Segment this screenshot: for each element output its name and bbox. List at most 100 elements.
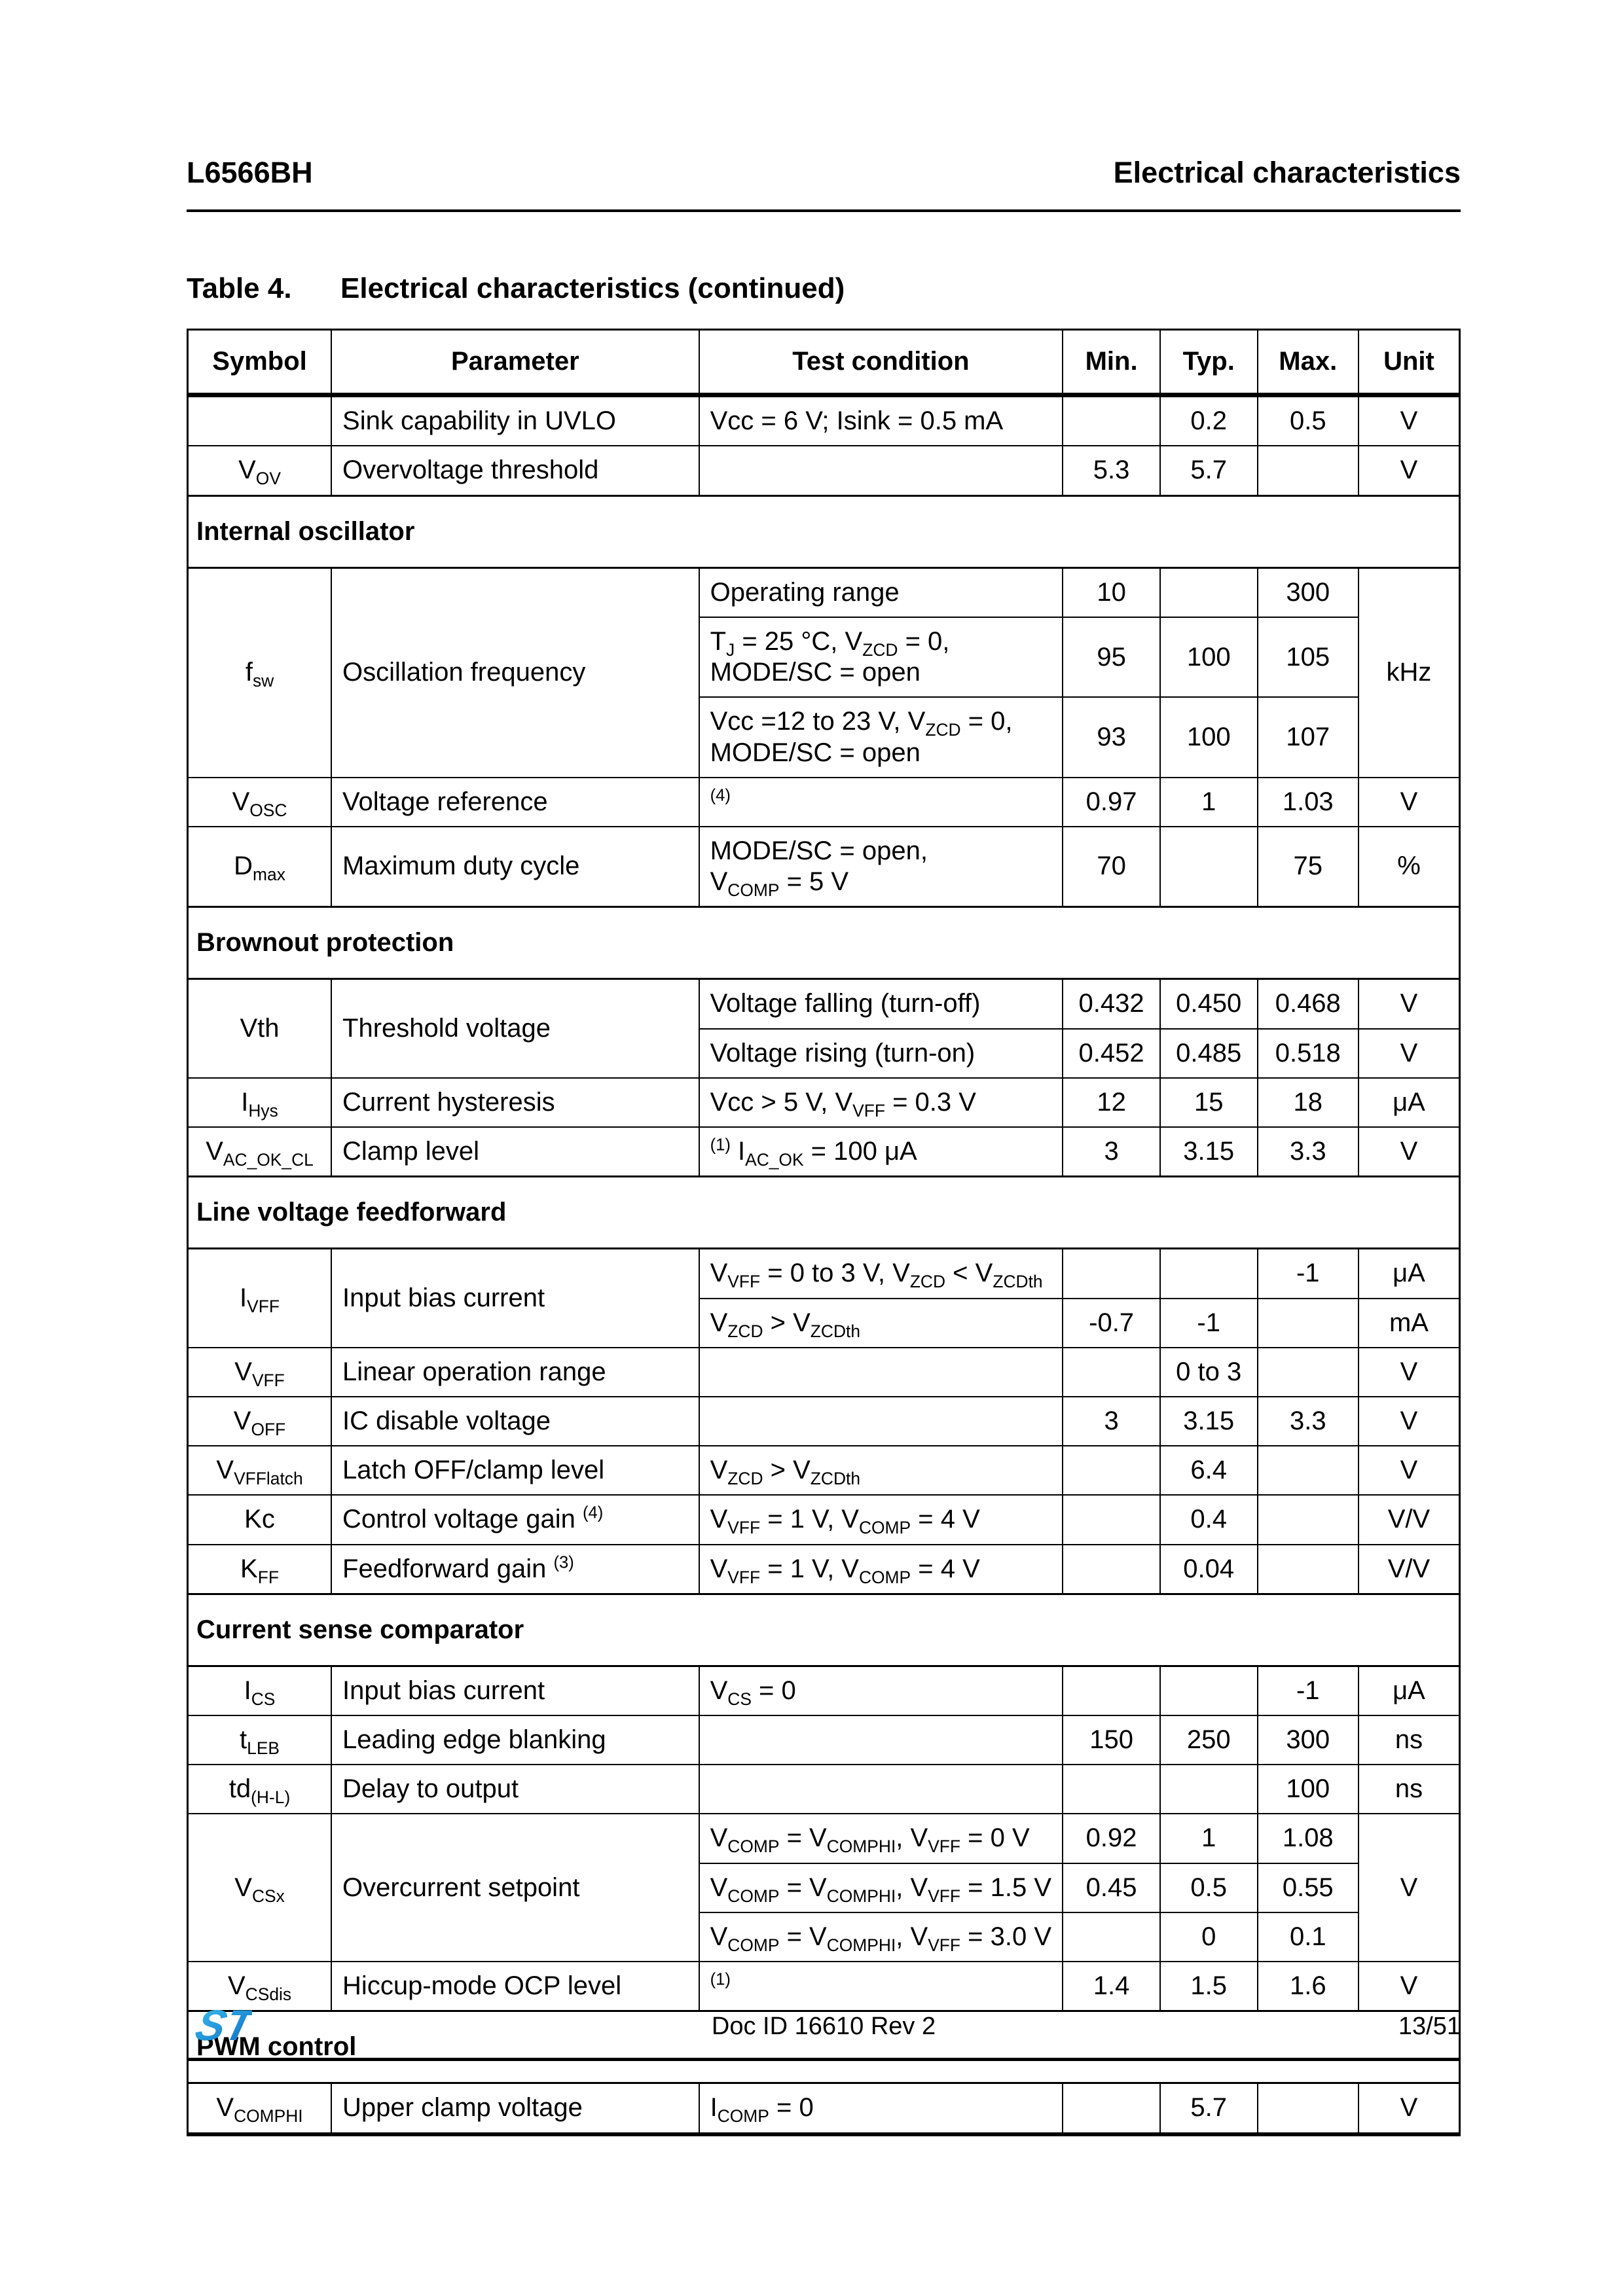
typ-cell: 5.7 bbox=[1159, 2082, 1258, 2135]
condition-cell: (1) IAC_OK = 100 μA bbox=[698, 1126, 1064, 1177]
parameter-cell: Overvoltage threshold bbox=[331, 445, 700, 497]
col-header-unit: Unit bbox=[1357, 328, 1461, 398]
min-cell bbox=[1062, 394, 1161, 447]
page-footer: ST Doc ID 16610 Rev 2 13/51 bbox=[187, 1992, 1461, 2061]
unit-cell: V bbox=[1357, 978, 1461, 1030]
symbol-cell: tLEB bbox=[187, 1715, 333, 1766]
electrical-characteristics-table: Symbol Parameter Test condition Min. Typ… bbox=[187, 328, 1461, 2136]
table-row: VZCD > VZCDth -0.7 -1 mA bbox=[188, 1297, 1461, 1348]
table-row: VCSdis Hiccup-mode OCP level (1) 1.4 1.5 1.6 V bbox=[187, 1961, 1461, 2012]
max-cell: 100 bbox=[1256, 1764, 1359, 1815]
symbol-cell: IHys bbox=[187, 1077, 333, 1128]
condition-cell bbox=[698, 1715, 1064, 1766]
section-title: Internal oscillator bbox=[187, 494, 1461, 569]
parameter-cell: Feedforward gain (3) bbox=[331, 1543, 700, 1595]
unit-cell: % bbox=[1357, 825, 1461, 908]
condition-cell: Vcc = 6 V; Isink = 0.5 mA bbox=[698, 394, 1064, 447]
typ-cell: 0.2 bbox=[1159, 394, 1258, 447]
max-cell: 0.468 bbox=[1256, 978, 1359, 1030]
symbol-cell: VOV bbox=[187, 445, 333, 497]
max-cell: 0.55 bbox=[1256, 1862, 1359, 1913]
condition-cell: Vcc > 5 V, VVFF = 0.3 V bbox=[698, 1077, 1064, 1128]
max-cell: 1.6 bbox=[1256, 1961, 1359, 2012]
unit-cell: ns bbox=[1357, 1764, 1461, 1815]
table-row: IHys Current hysteresis Vcc > 5 V, VVFF = … bbox=[187, 1077, 1461, 1128]
max-cell: 107 bbox=[1256, 696, 1359, 778]
symbol-cell: VVFF bbox=[187, 1346, 333, 1397]
typ-cell: 0.04 bbox=[1159, 1543, 1258, 1595]
table-row: VOSC Voltage reference (4) 0.97 1 1.03 V bbox=[187, 776, 1461, 827]
table-row: Vcc =12 to 23 V, VZCD = 0, MODE/SC = open… bbox=[188, 696, 1460, 778]
max-cell: 1.08 bbox=[1256, 1813, 1359, 1864]
typ-cell: 0.485 bbox=[1159, 1028, 1258, 1079]
parameter-cell: Current hysteresis bbox=[331, 1077, 700, 1128]
table-row: VVFF Linear operation range 0 to 3 V bbox=[187, 1346, 1461, 1397]
svg-text:ST: ST bbox=[191, 2001, 252, 2050]
typ-cell: 100 bbox=[1159, 616, 1258, 698]
table-row: VCSx Overcurrent setpoint VCOMP = VCOMPHI,… bbox=[187, 1813, 1461, 1962]
typ-cell: 3.15 bbox=[1159, 1395, 1258, 1447]
unit-cell: V/V bbox=[1357, 1543, 1461, 1595]
parameter-cell: Input bias current bbox=[331, 1665, 700, 1717]
running-header: L6566BH Electrical characteristics bbox=[187, 156, 1461, 212]
min-cell: 5.3 bbox=[1062, 445, 1161, 497]
unit-cell: V/V bbox=[1357, 1494, 1461, 1545]
col-header-min: Min. bbox=[1062, 328, 1161, 398]
min-cell: 0.97 bbox=[1062, 776, 1161, 827]
table-caption-title: Electrical characteristics (continued) bbox=[340, 272, 845, 304]
chapter-title: Electrical characteristics bbox=[1113, 156, 1461, 189]
max-cell bbox=[1256, 1543, 1359, 1595]
condition-cell: Voltage rising (turn-on) bbox=[698, 1028, 1064, 1079]
parameter-cell: Control voltage gain (4) bbox=[331, 1494, 700, 1545]
max-cell: 18 bbox=[1256, 1077, 1359, 1128]
unit-cell: V bbox=[1357, 445, 1461, 497]
col-header-symbol: Symbol bbox=[187, 328, 333, 398]
min-cell: 0.452 bbox=[1062, 1028, 1161, 1079]
max-cell bbox=[1256, 1297, 1359, 1348]
condition-cell: VCOMP = VCOMPHI, VVFF = 1.5 V bbox=[698, 1862, 1064, 1913]
col-header-parameter: Parameter bbox=[331, 328, 700, 398]
typ-cell: 250 bbox=[1159, 1715, 1258, 1766]
max-cell: 105 bbox=[1256, 616, 1359, 698]
condition-cell: VCOMP = VCOMPHI, VVFF = 3.0 V bbox=[698, 1911, 1064, 1963]
parameter-cell: Sink capability in UVLO bbox=[331, 394, 700, 447]
unit-cell: V bbox=[1357, 1028, 1461, 1079]
table-row: tLEB Leading edge blanking 150 250 300 ns bbox=[187, 1715, 1461, 1766]
condition-cell: (4) bbox=[698, 776, 1064, 827]
condition-cell: Operating range bbox=[698, 567, 1064, 618]
condition-cell: (1) bbox=[698, 1961, 1064, 2012]
part-number: L6566BH bbox=[187, 156, 313, 189]
symbol-cell: KFF bbox=[187, 1543, 333, 1595]
typ-cell: 0.4 bbox=[1159, 1494, 1258, 1545]
table-row: VOV Overvoltage threshold 5.3 5.7 V bbox=[187, 445, 1461, 497]
table-row: ICS Input bias current VCS = 0 -1 μA bbox=[187, 1665, 1461, 1717]
table-row: td(H-L) Delay to output 100 ns bbox=[187, 1764, 1461, 1815]
symbol-cell: IVFF bbox=[187, 1247, 333, 1348]
unit-cell: V bbox=[1357, 1961, 1461, 2012]
section-header-row: Line voltage feedforward bbox=[187, 1175, 1461, 1250]
parameter-cell: Input bias current bbox=[331, 1247, 700, 1348]
min-cell: 3 bbox=[1062, 1126, 1161, 1177]
symbol-cell: VOSC bbox=[187, 776, 333, 827]
symbol-cell: VOFF bbox=[187, 1395, 333, 1447]
footer-row: ST Doc ID 16610 Rev 2 13/51 bbox=[187, 1992, 1461, 2058]
max-cell: 0.1 bbox=[1256, 1911, 1359, 1963]
table-row: Kc Control voltage gain (4) VVFF = 1 V, VC… bbox=[187, 1494, 1461, 1545]
unit-cell: V bbox=[1357, 1395, 1461, 1447]
condition-cell: VZCD > VZCDth bbox=[698, 1445, 1064, 1496]
min-cell bbox=[1062, 1247, 1161, 1299]
typ-cell: 1 bbox=[1159, 1813, 1258, 1864]
table-row: VCOMPHI Upper clamp voltage ICOMP = 0 5.7 V bbox=[187, 2082, 1461, 2135]
table-row: VCOMP = VCOMPHI, VVFF = 3.0 V 0 0.1 bbox=[188, 1911, 1460, 1963]
condition-cell: VVFF = 0 to 3 V, VZCD < VZCDth bbox=[698, 1247, 1064, 1299]
parameter-cell: Upper clamp voltage bbox=[331, 2082, 700, 2135]
min-cell: 1.4 bbox=[1062, 1961, 1161, 2012]
table-row: VVFFlatch Latch OFF/clamp level VZCD > VZC… bbox=[187, 1445, 1461, 1496]
condition-cell bbox=[698, 445, 1064, 497]
condition-cell: TJ = 25 °C, VZCD = 0, MODE/SC = open bbox=[698, 616, 1064, 698]
min-cell bbox=[1062, 1494, 1161, 1545]
max-cell: 3.3 bbox=[1256, 1395, 1359, 1447]
section-header-row: Current sense comparator bbox=[187, 1592, 1461, 1667]
symbol-cell: ICS bbox=[187, 1665, 333, 1717]
